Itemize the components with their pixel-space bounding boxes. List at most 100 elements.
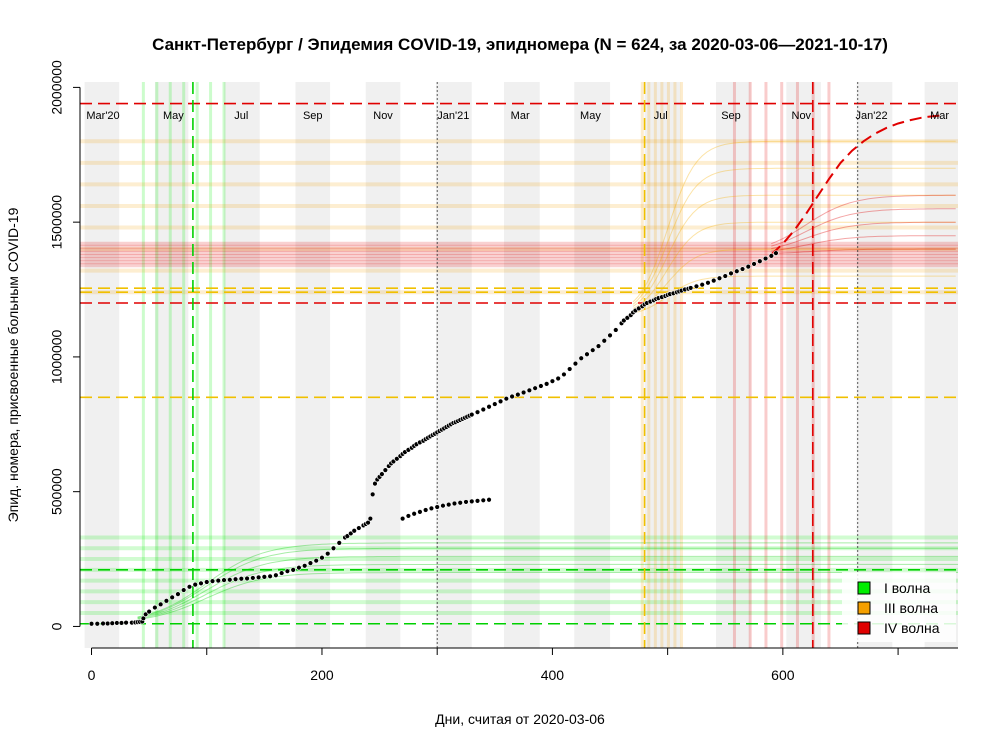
data-point [751,261,757,267]
data-point [486,497,492,503]
data-point [146,608,152,615]
data-point [227,577,233,583]
data-point [734,268,740,274]
projection-line [770,114,945,256]
fit-curves [137,140,958,620]
data-point [330,545,337,551]
month-labels: Mar'20 May Jul Sep Nov Jan'21 Mar May Jul Sep Nov J… [86,110,949,122]
data-point [123,619,129,626]
legend-label: III волна [884,600,938,616]
data-point [369,491,376,498]
x-tick-label: 400 [541,667,565,683]
fit-curve [771,194,956,245]
data-point [186,584,193,590]
data-point [163,598,170,604]
data-point [296,564,302,571]
month-band [365,82,401,648]
fit-curve [137,555,958,619]
data-point [325,550,331,557]
data-point [356,525,362,531]
y-tick-label: 0 [49,622,65,630]
y-tick-label: 1500000 [49,195,65,250]
legend-label: I волна [884,580,930,596]
data-point [142,611,149,618]
wave-background-bands [80,82,958,648]
data-point [365,519,371,526]
data-point [290,567,296,573]
month-label: Jan'21 [437,110,469,122]
projection-curve [770,114,945,256]
y-tick-label: 500000 [49,468,65,515]
data-point [601,338,607,344]
month-band [786,82,821,648]
data-point [768,253,775,259]
data-point [705,280,711,286]
data-point [411,511,417,517]
data-point [140,615,147,622]
data-point [284,568,291,574]
data-point [267,573,273,580]
fit-curve [632,275,956,314]
chart-title: Санкт-Петербург / Эпидемия COVID-19, эпи… [152,35,888,54]
data-point [566,366,573,372]
data-point [278,570,285,576]
data-point [607,332,613,339]
data-point [405,513,412,519]
fit-curve [771,208,956,247]
month-band [436,82,472,648]
data-point [382,467,389,473]
data-point [440,502,446,509]
month-band [504,82,540,648]
data-point [261,574,268,580]
fit-curve [632,140,956,303]
data-point [422,507,429,513]
y-axis-label: Эпид. номера, присвоенные больным COVID-… [5,207,21,522]
x-tick-label: 600 [771,667,795,683]
data-point [474,409,481,415]
data-point [555,375,561,382]
month-label: May [163,110,184,122]
data-point [118,620,125,626]
data-point [215,577,221,584]
data-point [114,620,120,626]
data-point [307,560,314,566]
month-label: Nov [373,110,393,122]
month-bands [84,82,958,648]
data-point [157,601,164,608]
data-point [762,255,769,262]
data-point [716,275,723,281]
data-point [509,393,515,400]
month-band [856,82,893,648]
data-point [497,398,504,405]
data-point [181,587,187,593]
data-point [480,406,486,413]
data-point [94,621,100,627]
data-point [390,458,397,465]
legend-swatch [857,601,871,615]
data-point [469,498,475,505]
month-label: Jul [234,110,248,122]
data-point [590,347,596,353]
data-point [520,389,527,396]
data-point [372,480,378,487]
x-axis-label: Дни, считая от 2020-03-06 [435,711,605,727]
data-point [595,343,602,349]
month-band [716,82,751,648]
data-point [515,391,521,398]
data-point [469,411,475,418]
month-label: Jul [654,110,668,122]
data-point [313,557,319,564]
month-label: Mar [930,110,949,122]
fit-curve [632,248,956,312]
data-point [624,315,631,321]
data-point [457,500,463,506]
data-point [773,250,779,256]
fit-curve [771,235,956,252]
fit-curve [632,221,956,310]
legend-label: IV волна [884,620,940,636]
data-point [480,497,486,504]
data-point [549,378,556,384]
data-point [561,371,567,378]
month-label: Mar'20 [86,110,119,122]
fit-curve [632,167,956,305]
